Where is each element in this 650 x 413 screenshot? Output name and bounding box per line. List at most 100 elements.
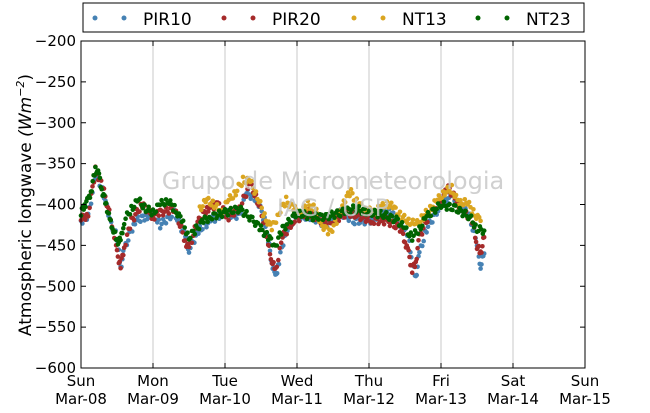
data-point-nt23	[132, 205, 137, 210]
data-point-nt23	[410, 238, 415, 243]
data-point-pir20	[413, 265, 418, 270]
data-point-nt23	[154, 210, 159, 215]
data-point-nt23	[142, 202, 147, 207]
data-point-pir10	[417, 250, 422, 255]
y-tick-label: −450	[35, 236, 76, 254]
data-point-nt23	[231, 210, 236, 215]
data-point-nt23	[265, 230, 270, 235]
data-point-nt13	[334, 221, 339, 226]
data-point-nt23	[104, 201, 109, 206]
data-point-pir20	[473, 236, 478, 241]
data-point-nt23	[229, 206, 234, 211]
legend: PIR10 PIR20 NT13 NT23	[83, 3, 584, 32]
data-point-nt23	[240, 207, 245, 212]
data-point-nt23	[90, 189, 95, 194]
x-tick-label-date: Mar-15	[559, 390, 611, 408]
x-tick-label-date: Mar-08	[55, 390, 107, 408]
legend-label-pir20: PIR20	[272, 10, 321, 30]
y-tick-label: −250	[35, 73, 76, 91]
data-point-pir10	[430, 220, 435, 225]
y-tick-label: −400	[35, 196, 76, 214]
legend-marker	[505, 16, 510, 21]
data-point-nt23	[197, 227, 202, 232]
data-point-pir10	[278, 250, 283, 255]
legend-marker	[122, 16, 127, 21]
data-point-nt23	[445, 207, 450, 212]
legend-label-pir10: PIR10	[143, 10, 192, 30]
data-point-nt23	[453, 203, 458, 208]
data-point-pir10	[157, 217, 162, 222]
data-point-pir20	[382, 222, 387, 227]
data-point-pir10	[424, 230, 429, 235]
data-point-pir20	[118, 266, 123, 271]
data-point-pir20	[271, 260, 276, 265]
x-tick-label-day: Mon	[137, 372, 169, 390]
data-point-pir20	[276, 258, 281, 263]
data-point-nt23	[205, 220, 210, 225]
data-point-nt23	[396, 217, 401, 222]
data-point-nt23	[463, 209, 468, 214]
data-point-nt23	[201, 220, 206, 225]
data-point-pir20	[284, 232, 289, 237]
data-point-nt23	[420, 224, 425, 229]
data-point-nt23	[473, 222, 478, 227]
y-axis-label-close: )	[16, 74, 36, 81]
data-point-pir20	[406, 248, 411, 253]
watermark-line-2: IAG / USP	[277, 194, 389, 222]
data-point-pir10	[352, 222, 357, 227]
data-point-nt23	[99, 187, 104, 192]
legend-marker	[222, 16, 227, 21]
data-point-pir10	[133, 222, 138, 227]
data-point-nt23	[447, 202, 452, 207]
x-tick-label-date: Mar-11	[271, 390, 323, 408]
data-point-pir10	[479, 262, 484, 267]
data-point-nt23	[269, 236, 274, 241]
data-point-nt23	[226, 213, 231, 218]
data-point-pir20	[474, 240, 479, 245]
data-point-nt23	[107, 211, 112, 216]
data-point-nt23	[172, 203, 177, 208]
data-point-nt13	[330, 229, 335, 234]
data-point-nt23	[168, 198, 173, 203]
data-point-pir10	[478, 266, 483, 271]
data-point-nt13	[270, 228, 275, 233]
data-point-nt13	[406, 217, 411, 222]
data-point-pir20	[480, 244, 485, 249]
data-point-pir20	[132, 218, 137, 223]
data-point-nt23	[442, 200, 447, 205]
y-axis-label: Atmospheric longwave (Wm−2)	[14, 74, 36, 336]
data-point-pir20	[407, 255, 412, 260]
data-point-pir20	[414, 257, 419, 262]
x-tick-label-day: Sun	[571, 372, 600, 390]
data-point-nt13	[467, 200, 472, 205]
data-point-nt23	[138, 196, 143, 201]
data-point-nt13	[411, 218, 416, 223]
data-point-nt23	[128, 212, 133, 217]
data-point-pir20	[128, 227, 133, 232]
data-point-pir20	[401, 232, 406, 237]
x-tick-label-date: Mar-14	[487, 390, 539, 408]
data-point-nt23	[429, 214, 434, 219]
data-point-nt13	[389, 201, 394, 206]
data-point-pir10	[138, 219, 143, 224]
data-point-nt23	[416, 232, 421, 237]
legend-marker	[251, 16, 256, 21]
data-point-pir20	[121, 253, 126, 258]
legend-label-nt13: NT13	[402, 10, 447, 30]
data-point-pir20	[152, 217, 157, 222]
x-tick-label-date: Mar-10	[199, 390, 251, 408]
data-point-nt23	[283, 227, 288, 232]
legend-marker	[352, 16, 357, 21]
data-point-nt23	[244, 209, 249, 214]
y-tick-label: −550	[35, 318, 76, 336]
data-point-nt23	[123, 216, 128, 221]
data-point-nt23	[185, 230, 190, 235]
watermark-line-1: Grupo de Micrometeorologia	[162, 167, 504, 195]
data-point-nt23	[122, 222, 127, 227]
data-point-pir20	[372, 221, 377, 226]
y-tick-label: −300	[35, 114, 76, 132]
data-point-pir20	[167, 211, 172, 216]
data-point-pir20	[279, 240, 284, 245]
